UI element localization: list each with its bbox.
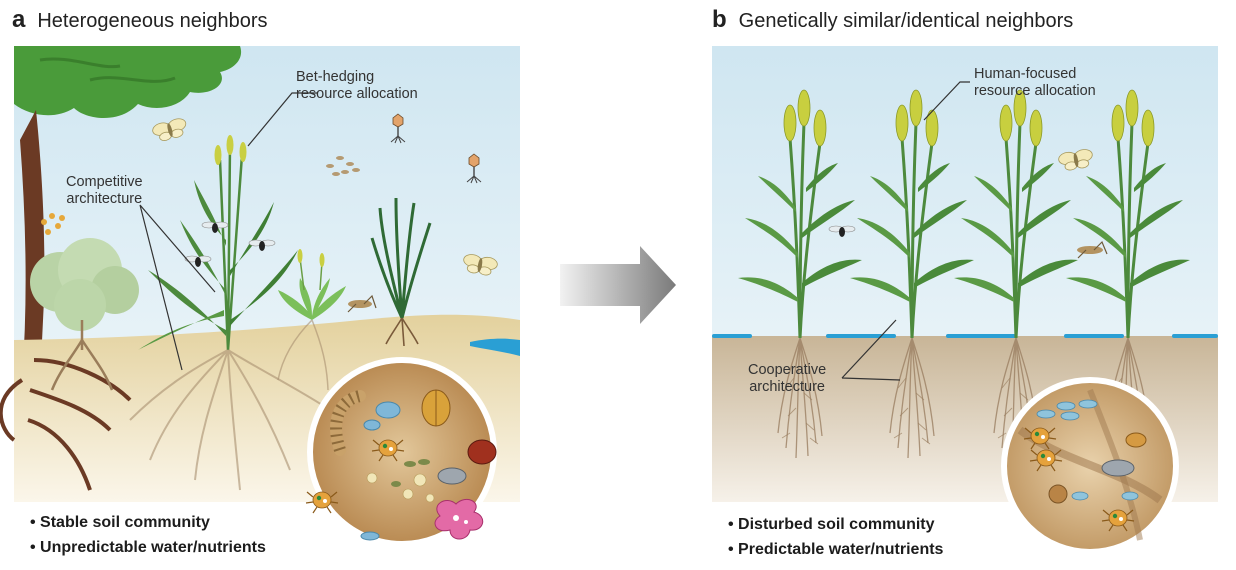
callout-bet-hedging-line-2: resource allocation — [296, 86, 418, 102]
panel-b-bullet: Disturbed soil community — [728, 512, 943, 537]
herb-icon — [277, 249, 346, 391]
callout-human-focused: Human-focused resource allocation — [974, 66, 1096, 100]
panel-b-bullets: Disturbed soil community Predictable wat… — [728, 512, 943, 562]
panel-a-title: Heterogeneous neighbors — [37, 10, 268, 32]
callout-human-focused-line-1: Human-focused — [974, 66, 1077, 82]
amoeba-icon — [434, 499, 484, 540]
callout-line-human-focused — [923, 81, 970, 121]
isopod-icon — [437, 467, 467, 485]
isopod-icon — [1101, 459, 1135, 477]
panel-a-heading: a Heterogeneous neighbors — [12, 6, 268, 34]
panel-b-water — [712, 334, 1218, 338]
tree-roots — [0, 358, 132, 491]
sedge-icon — [370, 197, 432, 347]
panel-b-letter: b — [712, 6, 727, 33]
beetle-icon — [421, 389, 451, 427]
callout-cooperative-line-1: Cooperative — [748, 362, 827, 378]
grasshopper-icon — [1077, 240, 1108, 259]
callout-bet-hedging-line-1: Bet-hedging — [296, 69, 375, 85]
panel-a-letter: a — [12, 6, 26, 33]
panel-b-scene — [712, 46, 1218, 555]
panel-a-scene — [0, 46, 520, 547]
callout-competitive-line-1: Competitive — [66, 174, 143, 190]
callout-competitive-line-2: architecture — [66, 191, 143, 207]
red-mite-icon — [467, 439, 497, 465]
panel-b-bullet: Predictable water/nutrients — [728, 537, 943, 562]
grass-roots — [129, 349, 331, 491]
spores-icon — [41, 213, 65, 235]
callout-line-competitive — [139, 204, 216, 371]
panel-a-bullet: Stable soil community — [30, 510, 266, 535]
arrow-icon — [560, 246, 676, 324]
panel-a-bullet: Unpredictable water/nutrients — [30, 535, 266, 560]
callout-cooperative-line-2: architecture — [749, 379, 825, 395]
callout-bet-hedging: Bet-hedging resource allocation — [296, 69, 418, 103]
bush-icon — [30, 238, 139, 391]
panel-b-heading: b Genetically similar/identical neighbors — [712, 6, 1073, 34]
seeds-icon — [326, 156, 360, 176]
panel-a-water — [470, 338, 520, 356]
panel-a-bullets: Stable soil community Unpredictable wate… — [30, 510, 266, 560]
callout-competitive: Competitive architecture — [66, 174, 143, 208]
callout-line-bet-hedging — [247, 92, 318, 147]
panel-b-title: Genetically similar/identical neighbors — [738, 10, 1074, 32]
callout-cooperative: Cooperative architecture — [748, 362, 826, 396]
magnifier-circle — [1001, 377, 1179, 555]
callout-human-focused-line-2: resource allocation — [974, 83, 1096, 99]
callout-line-cooperative — [841, 319, 901, 381]
grasshopper-icon — [347, 294, 377, 313]
springtail-icon — [330, 390, 366, 456]
magnifier-circle — [305, 357, 497, 547]
